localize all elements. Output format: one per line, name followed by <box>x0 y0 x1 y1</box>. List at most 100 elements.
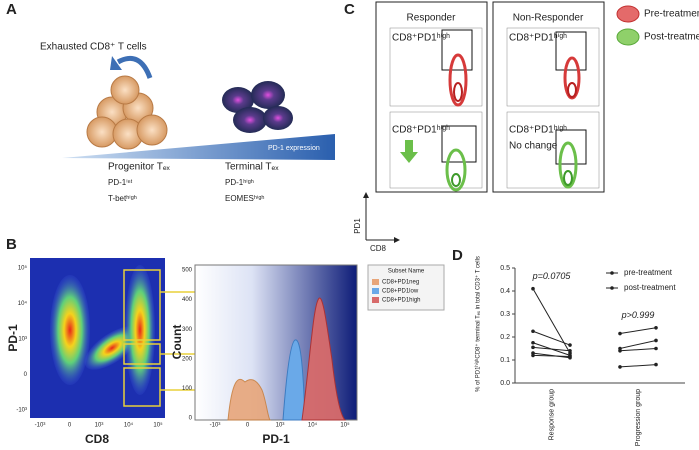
wedge-label: PD-1 expression <box>268 145 320 152</box>
peak-low <box>282 339 306 421</box>
terminal-cells <box>222 81 293 133</box>
y-tick-label: 0.1 <box>500 357 510 364</box>
self-renew-arrow <box>116 56 153 79</box>
point <box>568 343 572 347</box>
legend-label: Post-treatment <box>644 32 699 43</box>
panel-letter: B <box>6 236 17 253</box>
point <box>654 326 658 330</box>
panel-letter: D <box>452 247 463 264</box>
panel-title: Exhausted CD8⁺ T cells <box>40 42 147 53</box>
x-tick-label: Progression group <box>635 389 642 446</box>
gate-label: CD8⁺PD1ʰⁱᵍʰ <box>509 33 567 44</box>
pair-line <box>532 352 571 359</box>
tick-label: 200 <box>182 356 193 362</box>
tick-label: 10⁴ <box>308 422 318 429</box>
tick-label: 10³ <box>18 337 27 343</box>
decrease-arrow <box>400 140 418 163</box>
axis-title: PD-1 <box>262 432 290 446</box>
tick-label: 400 <box>182 297 193 303</box>
marker: PD-1ⁱⁿᵗ <box>108 178 133 187</box>
point <box>654 362 658 367</box>
y-tick-label: 0.4 <box>500 288 510 295</box>
x-tick-label: Response group <box>548 389 555 440</box>
point <box>654 338 658 343</box>
panel-letter: C <box>344 1 355 18</box>
legend-box <box>367 264 445 311</box>
tick-label: 10³ <box>276 423 285 429</box>
tick-label: -10³ <box>16 408 27 414</box>
legend-swatch <box>372 288 379 294</box>
axis-title: CD8 <box>370 244 387 253</box>
column-title: Non-Responder <box>513 13 584 24</box>
point <box>531 353 535 358</box>
legend-label: CD8+PD1high <box>382 298 421 304</box>
point <box>531 345 535 350</box>
tick-label: 10⁵ <box>340 422 350 429</box>
gates <box>123 269 161 407</box>
tick-label: 10⁴ <box>124 422 134 429</box>
tick-label: 10³ <box>95 423 104 429</box>
point <box>618 365 622 369</box>
point <box>654 346 658 351</box>
tick-label: 0 <box>189 416 193 422</box>
responder-box <box>375 1 488 193</box>
pair-line <box>619 364 657 368</box>
tick-label: 0 <box>246 423 250 429</box>
pair-line <box>619 339 657 349</box>
panel-c: C Responder Non-Responder CD8⁺PD1ʰⁱᵍʰ CD… <box>344 1 699 253</box>
y-tick-label: 0.5 <box>500 265 510 272</box>
cell-name: Terminal Tₑₓ <box>225 162 279 173</box>
tick-label: 300 <box>182 327 193 333</box>
y-tick-label: 0.2 <box>500 334 510 341</box>
tick-label: -10³ <box>210 423 221 429</box>
point <box>531 329 535 334</box>
arrow-head <box>363 192 369 198</box>
axis-title: PD-1 <box>6 324 20 352</box>
point <box>531 340 535 345</box>
point <box>568 354 572 359</box>
tick-label: 10⁵ <box>18 265 28 272</box>
point <box>568 349 572 353</box>
point <box>531 286 535 291</box>
legend-swatch <box>372 297 379 303</box>
pair-line <box>532 354 571 358</box>
peak-neg <box>227 378 272 421</box>
tick-label: -10³ <box>35 423 46 429</box>
pair-line <box>619 327 657 335</box>
point <box>618 331 622 336</box>
arrow-head <box>394 237 400 243</box>
tick-label: 10⁴ <box>18 300 28 307</box>
panel-a: A Exhausted CD8⁺ T cells PD-1 expression… <box>6 1 335 203</box>
tick-label: 0 <box>24 372 28 378</box>
annotation: p>0.999 <box>621 310 655 320</box>
note: No change <box>509 141 558 152</box>
progenitor-cells <box>86 75 168 150</box>
legend-swatch <box>372 279 379 285</box>
legend-title: Subset Name <box>388 269 425 275</box>
legend-swatch <box>616 5 640 23</box>
flow-plots <box>389 27 600 192</box>
legend-label: post-treatment <box>624 283 676 292</box>
expression-wedge <box>62 134 335 160</box>
tick-label: 10⁵ <box>153 422 163 429</box>
gate-label: CD8⁺PD1ʰⁱᵍʰ <box>392 125 450 136</box>
panel-letter: A <box>6 1 17 18</box>
legend-swatch <box>616 28 640 46</box>
tick-label: 500 <box>182 268 193 274</box>
density <box>125 265 155 395</box>
legend-label: CD8+PD1low <box>382 289 419 295</box>
arrow-head <box>110 56 122 70</box>
point <box>618 349 622 353</box>
y-tick-label: 0.0 <box>500 380 510 387</box>
axis-title: % of PD1ʰⁱᵍʰCD8⁺ terminal Tₑₓ in total C… <box>474 256 482 392</box>
cell-name: Progenitor Tₑₓ <box>108 162 171 173</box>
axis-arrows <box>365 196 396 241</box>
gate-label: CD8⁺PD1ʰⁱᵍʰ <box>392 33 450 44</box>
panel-d: D % of PD1ʰⁱᵍʰCD8⁺ terminal Tₑₓ in total… <box>452 247 685 446</box>
legend-marker <box>610 286 614 290</box>
pair-line <box>532 346 571 352</box>
pair-line <box>619 348 657 352</box>
column-title: Responder <box>407 13 457 24</box>
